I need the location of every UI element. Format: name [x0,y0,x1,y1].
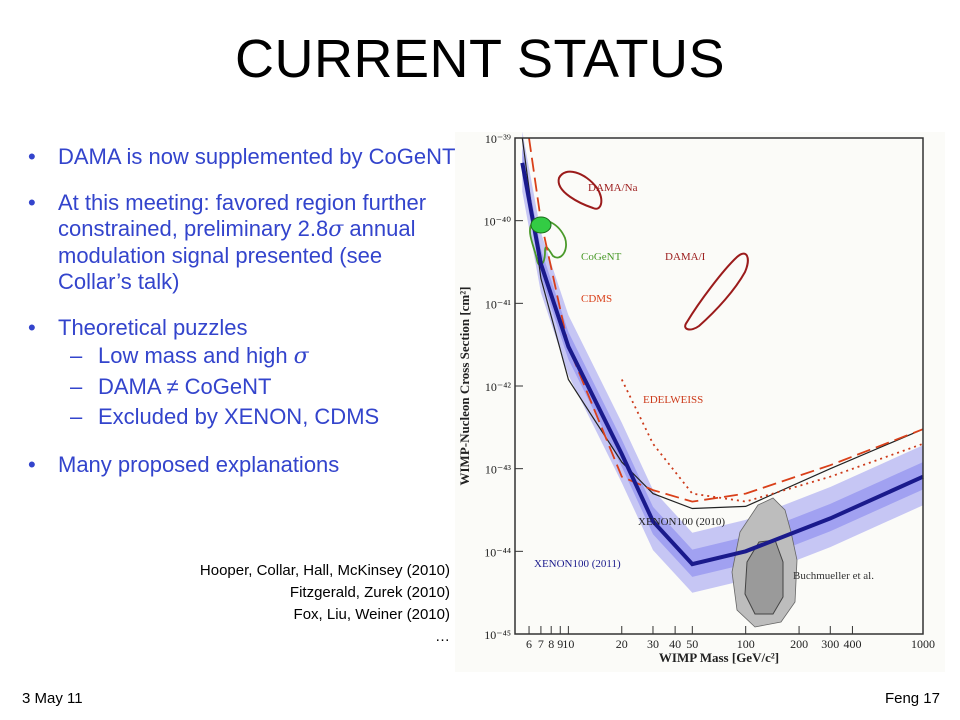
x-tick-label: 300 [821,637,839,651]
bullet-list: • DAMA is now supplemented by CoGeNT • A… [28,144,458,498]
bullet-marker: • [28,144,36,169]
dash-marker: – [70,404,83,429]
favored-region-marker [530,216,552,234]
y-tick-label: 10⁻⁴³ [485,463,512,477]
bullet-text: At this meeting: favored region further … [58,190,427,241]
reference-ellipsis: … [435,628,450,645]
bullet-marker: • [28,315,36,340]
x-tick-label: 7 [538,637,544,651]
subbullet-dama-neq-cogent: – DAMA ≠ CoGeNT [28,372,458,402]
dash-marker: – [70,374,83,399]
x-tick-label: 9 [557,637,563,651]
x-axis-label: WIMP Mass [GeV/c²] [659,650,779,665]
xenon-2011-line [520,162,924,567]
reference-fitzgerald: Fitzgerald, Zurek (2010) [289,584,450,601]
label-xenon-2010: XENON100 (2010) [638,516,725,528]
buchmueller-region-inner [744,539,784,615]
y-tick-label: 10⁻⁴¹ [485,297,512,311]
x-tick-label: 400 [843,637,861,651]
bullet-marker: • [28,452,36,477]
dama-i-contour [684,252,749,331]
bullet-text-continued: annual modulation signal presented (see … [58,216,416,294]
bullet-meeting: • At this meeting: favored region furthe… [28,190,458,295]
y-tick-label: 10⁻³⁹ [485,132,511,146]
footer-date: 3 May 11 [22,690,83,707]
reference-fox: Fox, Liu, Weiner (2010) [293,606,450,623]
x-tick-label: 100 [737,637,755,651]
y-tick-label: 10⁻⁴⁰ [484,215,512,229]
bullet-text: DAMA is now supplemented by CoGeNT [58,144,456,169]
subbullet-excluded: – Excluded by XENON, CDMS [28,402,458,432]
label-dama-na: DAMA/Na [588,182,638,194]
x-tick-label: 6 [526,637,532,651]
y-tick-label: 10⁻⁴⁴ [484,545,511,559]
label-cdms: CDMS [581,293,612,305]
cdms-line [528,137,924,503]
x-tick-label: 8 [548,637,554,651]
subbullet-low-mass: – Low mass and high σ [28,341,458,372]
x-tick-label: 20 [616,637,628,651]
footer-page: Feng 17 [884,690,940,707]
label-edelweiss: EDELWEISS [643,394,703,406]
dama-na-contour [557,170,603,210]
xenon-2011-band-outer [522,132,923,593]
x-tick-label: 30 [647,637,659,651]
bullet-text: Many proposed explanations [58,452,340,477]
subbullet-text: Low mass and high [98,343,294,368]
y-tick-label: 10⁻⁴² [485,380,512,394]
sigma-symbol: σ [293,344,309,369]
sigma-symbol: σ [328,217,344,242]
dash-marker: – [70,343,83,368]
bullet-explanations: • Many proposed explanations [28,452,458,478]
x-tick-label: 1000 [911,637,935,651]
bullet-dama-cogent: • DAMA is now supplemented by CoGeNT [28,144,458,170]
x-tick-label: 40 [669,637,681,651]
y-tick-label: 10⁻⁴⁵ [484,628,511,642]
x-tick-label: 200 [790,637,808,651]
subbullet-text: Excluded by XENON, CDMS [98,404,380,429]
label-buchmueller: Buchmueller et al. [793,570,874,582]
xenon-2010-line [521,137,924,510]
label-xenon-2011: XENON100 (2011) [534,558,621,570]
bullet-text: Theoretical puzzles [58,315,248,340]
slide-title: CURRENT STATUS [234,29,726,89]
subbullet-text: DAMA ≠ CoGeNT [98,374,272,399]
bullet-puzzles: • Theoretical puzzles [28,315,458,341]
reference-list: Hooper, Collar, Hall, McKinsey (2010) Fi… [200,560,450,648]
reference-hooper: Hooper, Collar, Hall, McKinsey (2010) [199,562,450,579]
bullet-marker: • [28,190,36,215]
label-cogent: CoGeNT [581,251,622,263]
y-axis-label: WIMP-Nucleon Cross Section [cm²] [457,287,472,486]
x-tick-label: 10 [562,637,574,651]
label-dama-i: DAMA/I [665,251,706,263]
x-tick-label: 50 [686,637,698,651]
